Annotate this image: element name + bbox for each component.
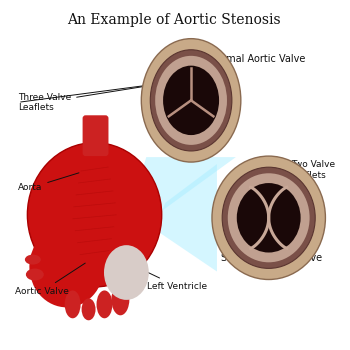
Text: Aortic Valve: Aortic Valve [15,263,85,296]
Ellipse shape [27,143,162,287]
Ellipse shape [82,299,96,320]
Text: Left Ventricle: Left Ventricle [134,266,208,291]
Text: Normal Aortic Valve: Normal Aortic Valve [209,54,305,64]
Ellipse shape [150,50,232,151]
Polygon shape [130,157,236,213]
Ellipse shape [29,226,104,307]
FancyBboxPatch shape [83,115,108,156]
Text: Aorta: Aorta [18,173,79,193]
Ellipse shape [155,56,227,145]
Ellipse shape [97,290,112,318]
Text: Stenotic Aortic Valve: Stenotic Aortic Valve [221,253,322,262]
Ellipse shape [212,156,326,280]
Ellipse shape [104,245,149,300]
Ellipse shape [65,290,80,318]
Ellipse shape [111,284,130,315]
Ellipse shape [237,183,301,252]
Ellipse shape [141,38,241,162]
Ellipse shape [25,254,41,265]
Ellipse shape [26,268,44,280]
Text: An Example of Aortic Stenosis: An Example of Aortic Stenosis [67,13,281,27]
Ellipse shape [228,173,310,262]
Ellipse shape [163,66,219,135]
Ellipse shape [222,167,315,268]
Polygon shape [155,164,217,272]
Text: Three Valve
Leaflets: Three Valve Leaflets [18,83,167,112]
Text: Two Valve
Leaflets: Two Valve Leaflets [286,160,335,190]
